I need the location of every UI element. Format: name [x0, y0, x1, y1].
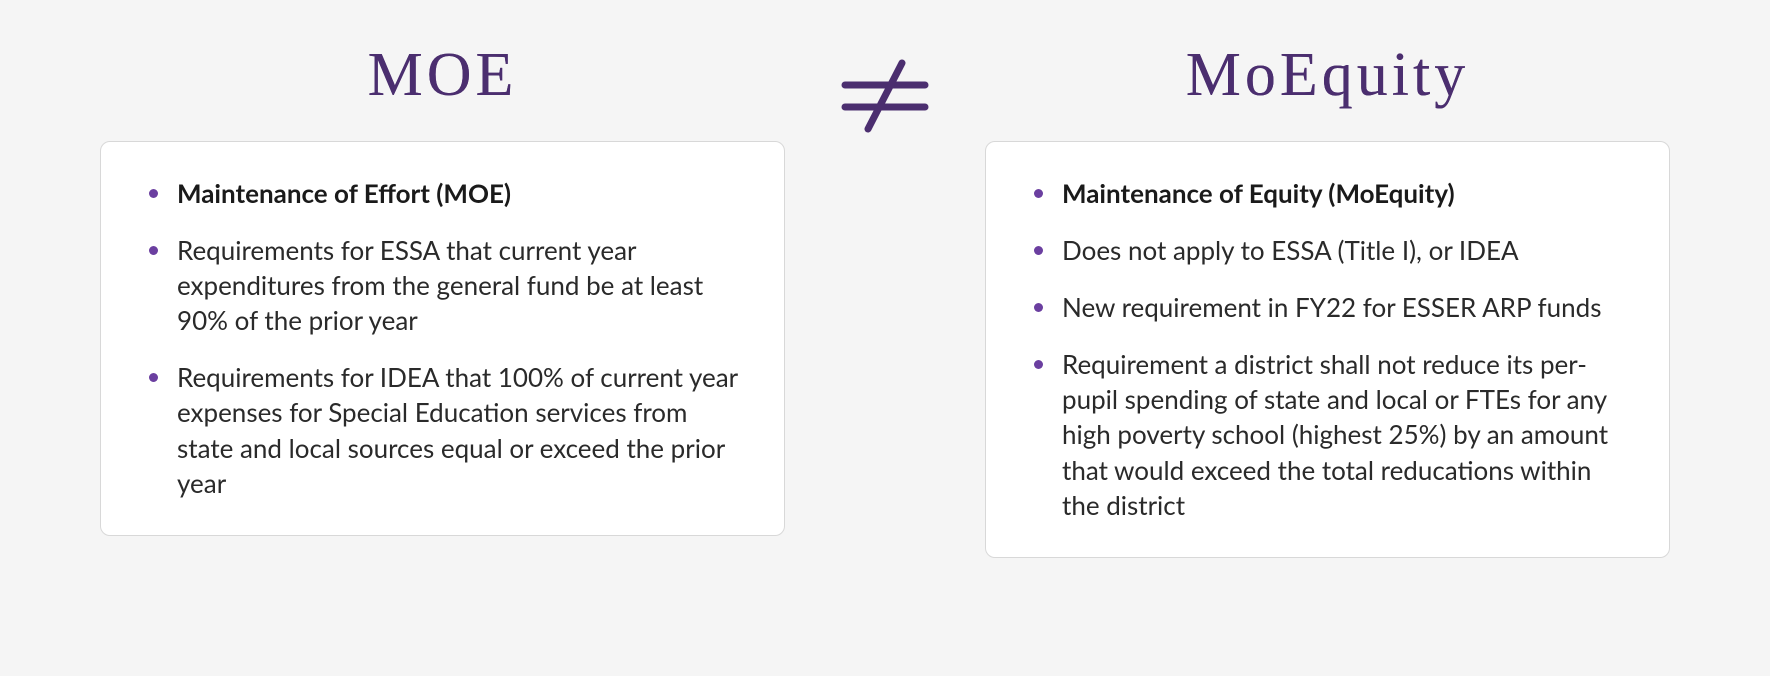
- list-item: New requirement in FY22 for ESSER ARP fu…: [1028, 290, 1627, 325]
- left-heading: MOE: [368, 40, 518, 111]
- list-item: Does not apply to ESSA (Title I), or IDE…: [1028, 233, 1627, 268]
- list-item: Maintenance of Equity (MoEquity): [1028, 176, 1627, 211]
- right-card: Maintenance of Equity (MoEquity) Does not…: [985, 141, 1670, 558]
- right-heading: MoEquity: [1186, 40, 1469, 111]
- list-item: Requirements for IDEA that 100% of curre…: [143, 360, 742, 500]
- comparison-container: MOE Maintenance of Effort (MOE) Requireme…: [100, 40, 1670, 558]
- list-item: Maintenance of Effort (MOE): [143, 176, 742, 211]
- left-column: MOE Maintenance of Effort (MOE) Requireme…: [100, 40, 785, 536]
- separator: [825, 40, 945, 135]
- list-item-text: Maintenance of Effort (MOE): [177, 177, 511, 209]
- right-column: MoEquity Maintenance of Equity (MoEquity…: [985, 40, 1670, 558]
- list-item: Requirements for ESSA that current year …: [143, 233, 742, 338]
- not-equal-icon: [830, 55, 940, 135]
- left-list: Maintenance of Effort (MOE) Requirements …: [143, 176, 742, 501]
- left-card: Maintenance of Effort (MOE) Requirements …: [100, 141, 785, 536]
- right-list: Maintenance of Equity (MoEquity) Does not…: [1028, 176, 1627, 523]
- list-item-text: Maintenance of Equity (MoEquity): [1062, 177, 1455, 209]
- list-item: Requirement a district shall not reduce …: [1028, 347, 1627, 522]
